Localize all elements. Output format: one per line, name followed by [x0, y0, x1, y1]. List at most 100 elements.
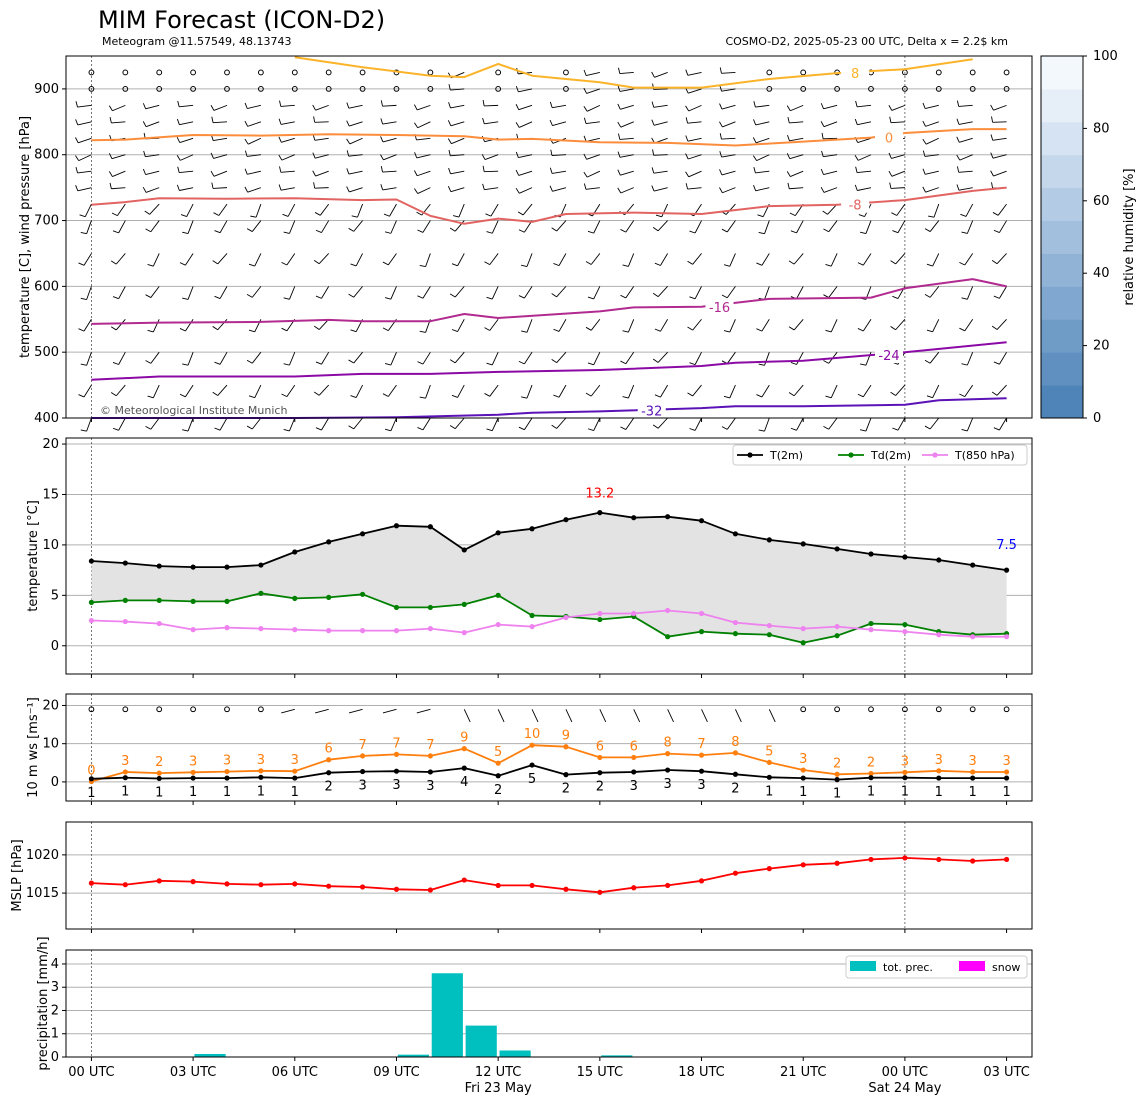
wind-barb-flag — [279, 137, 282, 142]
temperature-series-point — [224, 625, 229, 630]
wind-barb-flag — [347, 139, 350, 144]
temperature-series-point — [1004, 634, 1009, 639]
mslp-point — [665, 883, 670, 888]
wind-barb-flag — [957, 155, 960, 160]
mslp-ytick-label: 1015 — [26, 886, 59, 901]
gust-label: 3 — [901, 754, 909, 769]
wind-barb — [857, 122, 871, 125]
wind-frame — [66, 694, 1032, 801]
temperature-legend-label: T(2m) — [769, 449, 803, 462]
wind-barb-flag — [76, 119, 78, 125]
wind-barb — [789, 122, 803, 123]
wind-barb-flag — [688, 327, 693, 330]
isotherm-line — [91, 279, 1006, 324]
wind-barb-flag — [753, 156, 756, 161]
wind-barb — [965, 319, 973, 331]
wind-barb-flag — [214, 213, 219, 216]
temperature-series-point — [902, 622, 907, 627]
wind-speed-label: 5 — [528, 772, 536, 787]
wind-barb-flag — [143, 121, 146, 126]
wind-barb-flag — [381, 166, 382, 172]
wind-barb-flag — [448, 120, 451, 125]
wind-barb — [688, 89, 701, 93]
wind-barb-flag — [485, 328, 490, 331]
wind-barb-flag — [214, 428, 220, 430]
wind-barb-flag — [211, 105, 214, 110]
wind-speed-label: 3 — [358, 779, 366, 794]
wind-barb-flag — [652, 186, 654, 192]
wind-barb — [391, 286, 397, 299]
wind-barb — [552, 171, 566, 173]
wind-barb — [116, 253, 125, 264]
wind-speed-label: 2 — [731, 781, 739, 796]
wind-barb-flag — [417, 230, 422, 232]
wind-barb-flag — [719, 188, 722, 193]
wind-barb-flag — [247, 294, 252, 297]
wind-barb-flag — [148, 330, 154, 332]
wind-barb-flag — [720, 67, 721, 73]
wind-barb-flag — [652, 102, 654, 108]
mslp-point — [292, 881, 297, 886]
gust-point — [563, 744, 568, 749]
wind-barb — [349, 122, 362, 126]
wind-barb — [153, 319, 159, 332]
wind-barb-flag — [521, 397, 527, 398]
wind-barb-flag — [385, 232, 391, 234]
mslp-point — [89, 881, 94, 886]
wind-barb-flag — [284, 364, 290, 365]
temperature-series-point — [936, 632, 941, 637]
time-tick-label: 15 UTC — [577, 1065, 623, 1080]
wind-barb-flag — [111, 327, 116, 330]
temperature-series-point — [394, 523, 399, 528]
wind-barb — [892, 105, 905, 110]
mslp-point — [868, 857, 873, 862]
wind-barb — [485, 155, 498, 160]
wind-barb — [654, 171, 668, 173]
mslp-ytick-label: 1020 — [26, 848, 59, 863]
wind-barb — [797, 221, 804, 233]
colorbar-tick-label: 20 — [1093, 339, 1110, 354]
wind-barb — [153, 385, 159, 398]
wind-barb — [967, 286, 972, 299]
wind-barb-flag — [822, 151, 824, 157]
mslp-ylabel: MSLP [hPa] — [10, 839, 25, 911]
surface-wind-barb — [769, 709, 775, 722]
upper-air-ytick-label: 500 — [34, 345, 59, 360]
wind-barb — [248, 122, 261, 127]
wind-barb — [586, 188, 600, 190]
gust-point — [597, 755, 602, 760]
wind-barb-flag — [927, 396, 933, 398]
temperature-series-point — [529, 624, 534, 629]
wind-barb-flag — [381, 118, 383, 124]
wind-barb — [997, 385, 1007, 395]
wind-barb-flag — [860, 364, 866, 365]
wind-barb — [354, 418, 363, 429]
wind-barb — [794, 253, 803, 264]
wind-barb — [930, 286, 939, 297]
wind-barb — [930, 418, 939, 429]
wind-barb — [997, 319, 1007, 329]
wind-barb-flag — [759, 430, 765, 431]
gust-point — [529, 743, 534, 748]
time-tick-label: 09 UTC — [373, 1065, 419, 1080]
wind-barb — [897, 204, 905, 215]
date-label: Fri 23 May — [465, 1081, 532, 1096]
wind-barb-flag — [889, 171, 892, 176]
wind-barb — [87, 352, 92, 365]
wind-barb — [287, 253, 295, 265]
wind-barb — [654, 105, 668, 107]
upper-air-ytick-label: 600 — [34, 279, 59, 294]
gust-label: 3 — [935, 753, 943, 768]
wind-barb-flag — [177, 137, 180, 142]
wind-barb — [794, 385, 803, 396]
wind-barb — [756, 138, 769, 143]
surface-calm-marker — [835, 707, 840, 712]
wind-barb — [695, 286, 701, 298]
wind-barb — [891, 155, 904, 159]
gust-label: 0 — [87, 764, 95, 779]
wind-barb — [151, 221, 159, 232]
wind-barb — [587, 171, 600, 177]
wind-barb-flag — [143, 169, 145, 175]
temperature-series-point — [801, 640, 806, 645]
wind-barb — [188, 418, 193, 431]
